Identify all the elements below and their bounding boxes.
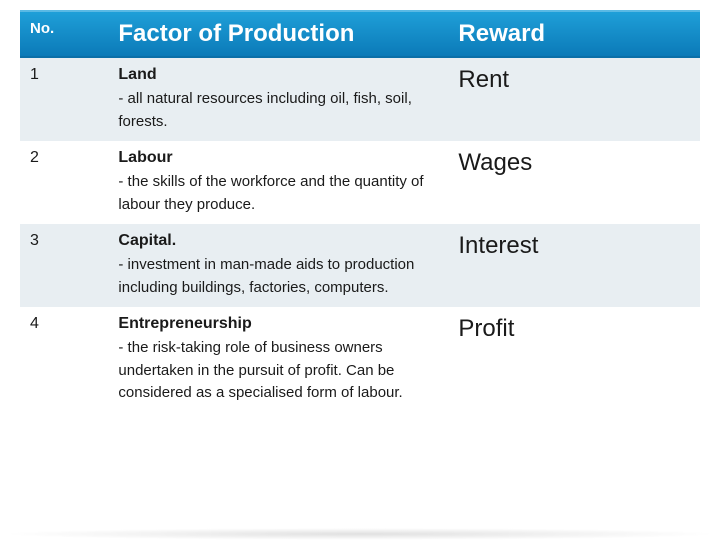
table-row: 3 Capital. - investment in man-made aids… [20,224,700,307]
header-factor: Factor of Production [108,11,448,57]
row-reward: Profit [448,307,700,413]
header-reward: Reward [448,11,700,57]
factor-title: Labour [118,149,438,167]
factor-title: Entrepreneurship [118,315,438,333]
header-no: No. [20,11,108,57]
row-num: 2 [20,141,108,224]
factor-desc: - all natural resources including oil, f… [118,84,438,133]
factor-title: Land [118,66,438,84]
row-factor: Capital. - investment in man-made aids t… [108,224,448,307]
row-factor: Entrepreneurship - the risk-taking role … [108,307,448,413]
factor-desc: - the risk-taking role of business owner… [118,333,438,405]
factor-desc: - investment in man-made aids to product… [118,250,438,299]
row-reward: Wages [448,141,700,224]
row-reward: Rent [448,57,700,141]
row-num: 3 [20,224,108,307]
bottom-shadow [0,528,720,540]
row-num: 1 [20,57,108,141]
row-reward: Interest [448,224,700,307]
table-row: 4 Entrepreneurship - the risk-taking rol… [20,307,700,413]
factor-desc: - the skills of the workforce and the qu… [118,167,438,216]
row-num: 4 [20,307,108,413]
table-row: 2 Labour - the skills of the workforce a… [20,141,700,224]
slide: No. Factor of Production Reward 1 Land -… [0,0,720,540]
table-row: 1 Land - all natural resources including… [20,57,700,141]
factors-table: No. Factor of Production Reward 1 Land -… [20,10,700,413]
factor-title: Capital. [118,232,438,250]
row-factor: Labour - the skills of the workforce and… [108,141,448,224]
table-header-row: No. Factor of Production Reward [20,11,700,57]
row-factor: Land - all natural resources including o… [108,57,448,141]
